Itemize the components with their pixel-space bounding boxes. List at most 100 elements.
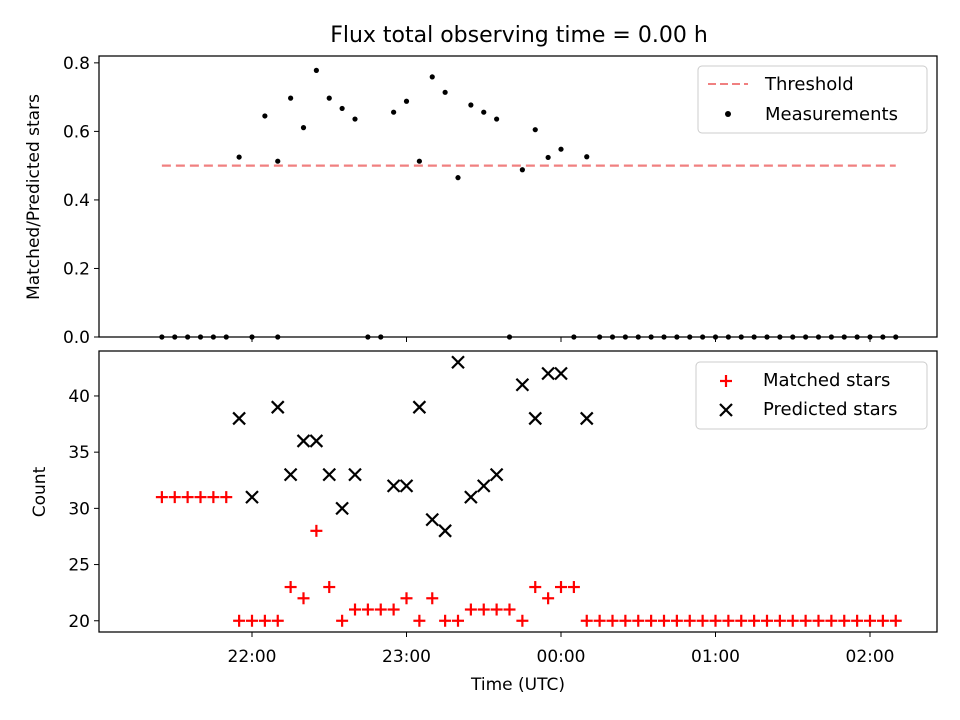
measurement-point [481, 109, 487, 115]
matched-star-marker [619, 614, 632, 627]
top-y-tick-label: 0.8 [63, 54, 90, 74]
matched-star-marker [387, 603, 400, 616]
measurement-point [262, 113, 268, 119]
matched-star-marker [477, 603, 490, 616]
measurement-point [455, 175, 461, 181]
matched-star-marker [400, 592, 413, 605]
matched-star-marker [439, 614, 452, 627]
measurement-point [391, 109, 397, 115]
predicted-star-marker [335, 501, 349, 516]
top-y-axis: 0.0 0.2 0.4 0.6 0.8 [63, 54, 99, 348]
matched-star-marker [876, 614, 889, 627]
bottom-y-axis-label: Count [30, 466, 50, 517]
measurement-point [403, 98, 410, 104]
matched-star-marker [323, 581, 336, 594]
matched-star-marker [825, 614, 838, 627]
bottom-plot-frame [98, 350, 938, 633]
matched-star-marker [207, 491, 220, 504]
measurement-point [288, 95, 294, 101]
measurement-point [275, 158, 281, 164]
bottom-x-tick-label: 02:00 [846, 647, 895, 667]
matched-star-marker [593, 614, 606, 627]
predicted-star-marker [464, 490, 478, 504]
matched-star-marker [413, 614, 426, 627]
matched-star-marker [490, 603, 503, 616]
predicted-star-marker [425, 512, 440, 527]
measurement-point [352, 116, 358, 122]
matched-star-marker [349, 603, 361, 616]
matched-star-marker [645, 614, 658, 627]
matched-star-marker [761, 614, 773, 627]
matched-star-marker [748, 614, 761, 627]
top-y-tick-label: 0.2 [63, 259, 90, 279]
matched-star-marker [709, 614, 722, 627]
top-y-tick-label: 0.6 [63, 122, 90, 142]
figure-title: Flux total observing time = 0.00 h [330, 23, 708, 48]
matched-star-marker [464, 603, 477, 616]
measurements-legend-swatch [725, 111, 731, 117]
predicted-star-marker [528, 411, 543, 426]
matched-star-marker [773, 614, 786, 627]
predicted-star-marker [489, 467, 504, 482]
measurements-legend-label: Measurements [765, 104, 898, 125]
matched-star-marker [722, 614, 735, 627]
bottom-data-layer [155, 355, 902, 627]
top-panel: 0.00.20.40.60.8 Matched/Predicted stars … [24, 54, 938, 348]
measurement-point [313, 67, 319, 73]
bottom-x-tick-label: 01:00 [691, 647, 740, 667]
matched-legend-swatch [720, 375, 732, 387]
bottom-y-tick-label: 30 [68, 499, 90, 519]
measurement-point [558, 146, 564, 152]
measurement-point [468, 102, 474, 108]
top-plot-frame [98, 55, 938, 338]
matched-legend-label: Matched stars [763, 370, 890, 391]
measurement-point [545, 154, 551, 161]
predicted-legend-swatch [719, 403, 733, 417]
predicted-star-marker [309, 434, 324, 448]
threshold-legend-label: Threshold [764, 74, 854, 95]
bottom-x-axis: 22:00 23:00 00:00 01:00 02:00 [228, 632, 895, 667]
predicted-star-marker [399, 479, 414, 493]
matched-star-marker [258, 614, 271, 627]
top-x-axis [251, 337, 871, 342]
top-y-tick-label: 0.0 [63, 328, 90, 348]
bottom-legend-box [695, 361, 928, 430]
predicted-star-marker [438, 524, 452, 538]
matched-star-marker [606, 614, 619, 627]
predicted-star-marker [348, 467, 362, 482]
matched-star-marker [516, 614, 529, 627]
bottom-x-tick-label: 00:00 [537, 647, 586, 667]
predicted-star-marker [476, 479, 491, 493]
matched-star-marker [361, 603, 374, 616]
predicted-star-marker [515, 377, 530, 392]
matched-star-marker [632, 614, 645, 627]
measurement-point [442, 89, 448, 95]
matched-star-marker [233, 614, 246, 627]
bottom-y-axis: 20 25 30 35 40 [68, 387, 99, 632]
predicted-star-marker [232, 411, 246, 426]
bottom-x-axis-label: Time (UTC) [470, 675, 565, 695]
measurement-point [300, 125, 307, 131]
matched-star-marker [864, 614, 876, 627]
matched-star-marker [529, 581, 542, 594]
bottom-y-tick-label: 20 [68, 612, 90, 632]
top-y-axis-label: Matched/Predicted stars [24, 94, 44, 300]
predicted-legend-label: Predicted stars [763, 399, 897, 420]
matched-star-marker [155, 491, 168, 504]
predicted-star-marker [412, 400, 427, 414]
matched-star-marker [735, 614, 748, 627]
bottom-y-tick-label: 25 [68, 556, 90, 576]
matched-star-marker [452, 614, 464, 627]
matched-star-marker [310, 524, 323, 537]
matched-star-marker [503, 603, 516, 616]
predicted-star-marker [283, 467, 298, 482]
matched-star-marker [168, 491, 181, 504]
predicted-star-marker [579, 411, 594, 426]
measurement-point [236, 154, 242, 160]
bottom-x-tick-label: 22:00 [228, 647, 277, 667]
matched-star-marker [271, 614, 284, 627]
matched-star-marker [670, 614, 683, 627]
predicted-star-marker [541, 366, 555, 381]
predicted-star-marker [386, 479, 401, 493]
bottom-legend: Matched stars Predicted stars [695, 361, 928, 430]
